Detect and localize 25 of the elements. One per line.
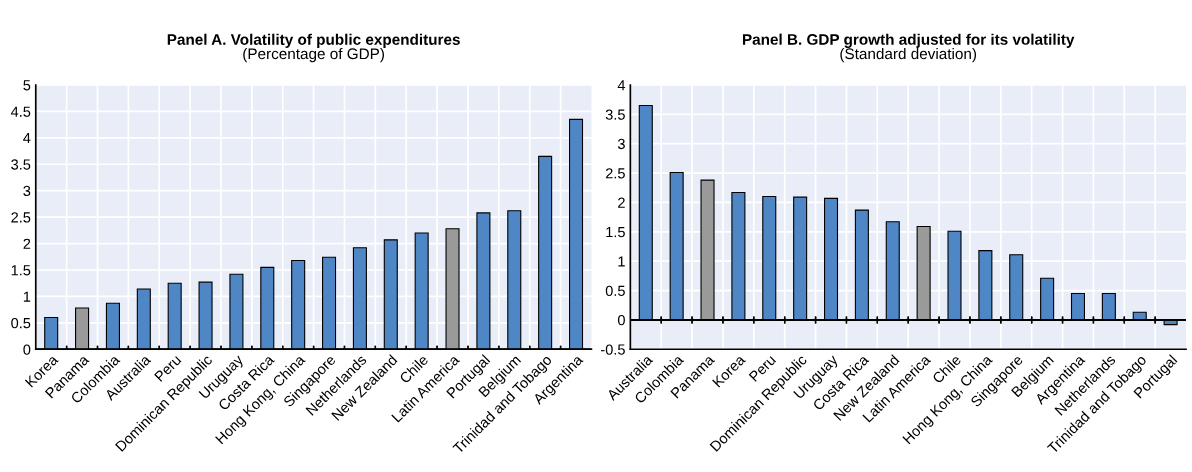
y-tick-label: 3.5 <box>11 159 31 170</box>
y-tick-label: 2.5 <box>11 212 31 223</box>
y-tick-label: 3 <box>617 138 625 150</box>
y-tick-label: 1.5 <box>11 265 31 276</box>
y-tick-label: 3.5 <box>605 109 625 120</box>
y-tick-label: 5 <box>23 80 31 91</box>
chart-subtitle: (Standard deviation) <box>840 47 977 63</box>
y-tick-label: -0.5 <box>601 344 625 355</box>
y-tick-label: 2.5 <box>605 168 625 179</box>
y-tick-label: 0.5 <box>605 285 625 296</box>
y-tick-label: 4 <box>23 133 31 144</box>
y-tick-label: 2 <box>618 197 625 208</box>
y-tick-label: 0.5 <box>11 317 31 329</box>
chart-title: Panel A. Volatility of public expenditures <box>167 33 460 48</box>
y-tick-label: 4.5 <box>10 106 31 117</box>
chart-title: Panel B. GDP growth adjusted for its volatility <box>742 33 1075 48</box>
chart-subtitle: (Percentage of GDP) <box>243 47 384 63</box>
y-tick-label: 1.5 <box>606 227 625 238</box>
y-tick-label: 2 <box>23 238 31 249</box>
y-tick-label: 0 <box>617 315 625 326</box>
y-tick-label: 0 <box>23 344 31 355</box>
y-tick-label: 4 <box>617 80 626 91</box>
y-tick-label: 1 <box>618 256 625 267</box>
y-tick-label: 3 <box>23 185 31 197</box>
y-tick-label: 1 <box>23 291 31 302</box>
